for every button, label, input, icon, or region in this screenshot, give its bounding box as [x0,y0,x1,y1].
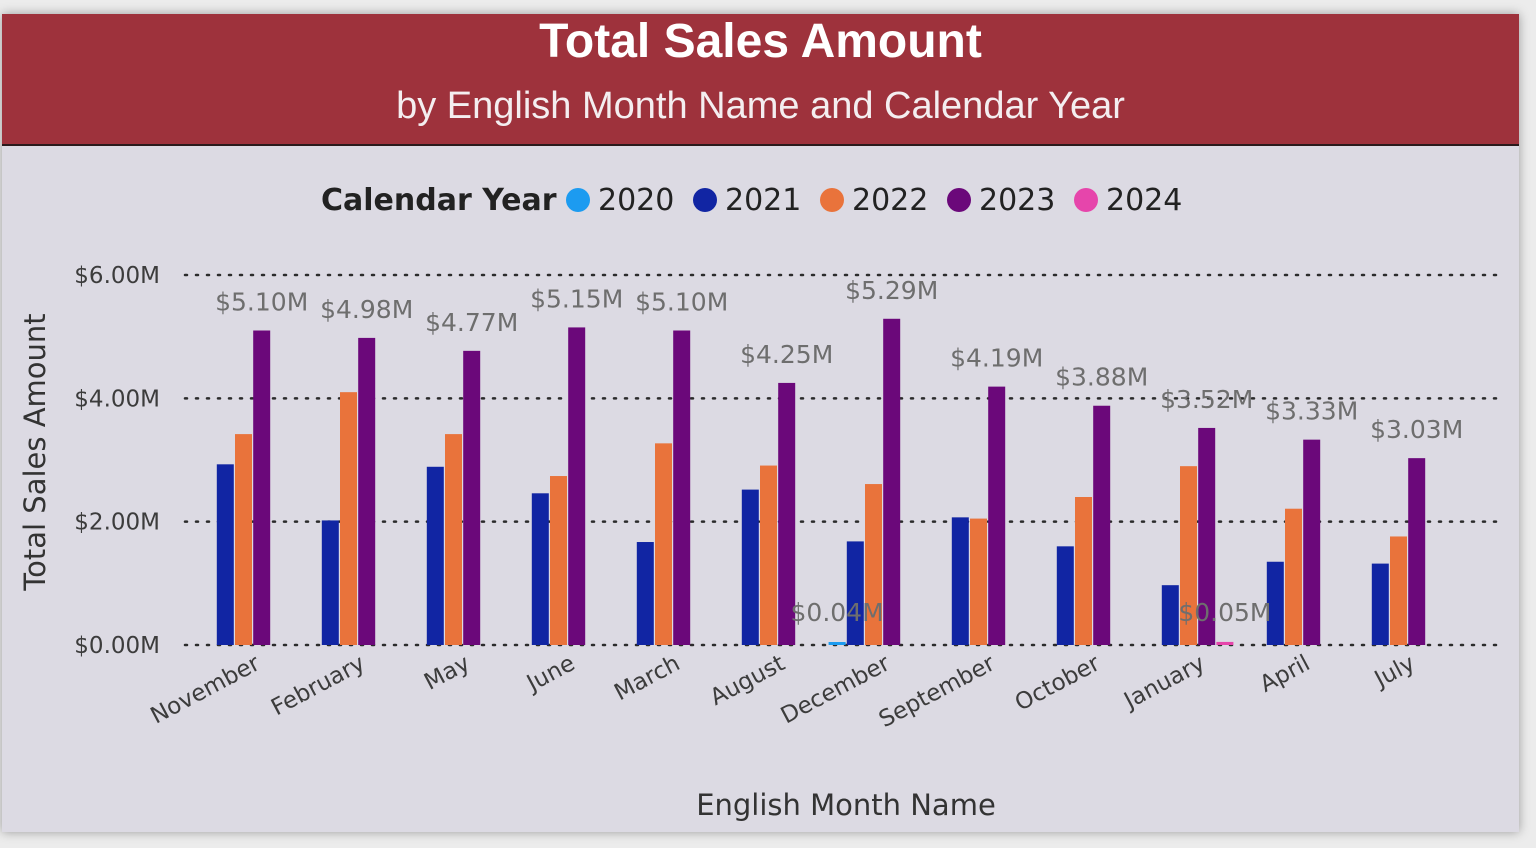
legend-label-2024[interactable]: 2024 [1106,183,1182,218]
bars [216,318,1426,646]
bar-october-2021[interactable] [1056,546,1074,645]
x-axis-ticks: November February May June March AugustDecemb… [146,650,1419,733]
bar-february-2023[interactable] [358,337,376,645]
data-label: $5.10M [215,288,308,317]
legend-label-2020[interactable]: 2020 [598,183,674,218]
bar-july-2021[interactable] [1371,563,1389,645]
y-axis-ticks: $0.00M $2.00M $4.00M $6.00M [74,263,160,659]
bar-january-2023[interactable] [1198,427,1216,645]
bar-august-2021[interactable] [741,489,759,645]
data-label: $4.77M [425,308,518,337]
x-tick-label-april: April [1256,650,1315,698]
data-label: $4.25M [740,340,833,369]
bar-june-2021[interactable] [531,493,549,645]
data-label: $4.98M [320,295,413,324]
bar-april-2022[interactable] [1285,508,1302,645]
chart-title-banner: Total Sales Amount by English Month Name… [2,14,1519,146]
x-tick-label-february: February [267,650,369,721]
bar-june-2023[interactable] [568,327,586,645]
legend-label-2021[interactable]: 2021 [725,183,801,218]
data-label: $3.33M [1265,397,1358,426]
y-axis-title: Total Sales Amount [18,313,52,591]
bar-august-2023[interactable] [778,382,796,645]
bar-october-2023[interactable] [1093,405,1111,645]
data-label: $4.19M [950,344,1043,373]
data-label: $5.29M [845,276,938,305]
x-tick-label-november: November [146,650,264,729]
bar-april-2021[interactable] [1266,561,1284,645]
bar-november-2023[interactable] [253,330,271,646]
bar-december-2021[interactable] [846,541,864,645]
x-axis-title: English Month Name [696,788,996,822]
y-tick-label: $2.00M [74,510,160,536]
bar-june-2022[interactable] [550,476,567,645]
bar-july-2023[interactable] [1408,458,1426,645]
legend-marker-2020[interactable] [566,188,590,212]
bar-october-2022[interactable] [1075,497,1092,645]
bar-april-2023[interactable] [1303,439,1321,645]
bar-may-2022[interactable] [445,434,462,645]
bar-november-2021[interactable] [216,464,234,645]
legend: Calendar Year 2020 2021 2022 2023 2024 [321,183,1182,218]
bar-november-2022[interactable] [235,434,252,645]
x-tick-label-march: March [610,650,684,706]
y-tick-label: $0.00M [74,633,160,659]
bar-january-2021[interactable] [1161,585,1179,645]
legend-label-2023[interactable]: 2023 [979,183,1055,218]
x-tick-label-august: August [706,650,789,711]
bar-february-2021[interactable] [321,520,339,645]
bar-december-2022[interactable] [865,484,882,645]
bar-july-2022[interactable] [1390,536,1407,645]
data-label: $5.15M [530,284,623,313]
bar-september-2021[interactable] [951,517,969,645]
bar-september-2022[interactable] [970,518,987,645]
data-label: $0.05M [1178,598,1271,627]
legend-title: Calendar Year [321,183,557,218]
legend-marker-2023[interactable] [947,188,971,212]
x-tick-label-june: June [521,650,579,697]
y-tick-label: $6.00M [74,263,160,289]
x-tick-label-september: September [875,650,1000,733]
data-label: $3.52M [1160,385,1253,414]
x-tick-label-october: October [1011,650,1105,716]
chart-title: Total Sales Amount [539,15,982,68]
legend-marker-2022[interactable] [820,188,844,212]
x-tick-label-july: July [1369,650,1420,693]
y-tick-label: $4.00M [74,386,160,412]
bar-march-2021[interactable] [636,542,654,645]
data-label: $5.10M [635,288,728,317]
bar-september-2023[interactable] [988,386,1006,645]
data-label: $3.88M [1055,363,1148,392]
bar-may-2023[interactable] [463,350,481,645]
data-label: $3.03M [1370,415,1463,444]
bar-may-2021[interactable] [426,466,444,645]
bar-august-2022[interactable] [760,465,777,645]
data-label: $0.04M [791,598,884,627]
x-tick-label-december: December [777,650,895,729]
bar-december-2020[interactable] [828,642,846,645]
legend-marker-2024[interactable] [1074,188,1098,212]
bar-january-2022[interactable] [1180,466,1197,645]
legend-marker-2021[interactable] [693,188,717,212]
x-tick-label-may: May [420,650,474,695]
data-labels: $5.10M $4.98M $4.77M $5.15M $5.10M $4.25M $0.0… [215,276,1463,627]
bar-december-2023[interactable] [883,318,901,645]
bar-march-2022[interactable] [655,443,672,645]
bar-march-2023[interactable] [673,330,691,646]
x-tick-label-january: January [1118,650,1209,715]
legend-label-2022[interactable]: 2022 [852,183,928,218]
bar-february-2022[interactable] [340,392,357,645]
chart-subtitle: by English Month Name and Calendar Year [396,85,1125,127]
bar-january-2024[interactable] [1216,641,1234,645]
